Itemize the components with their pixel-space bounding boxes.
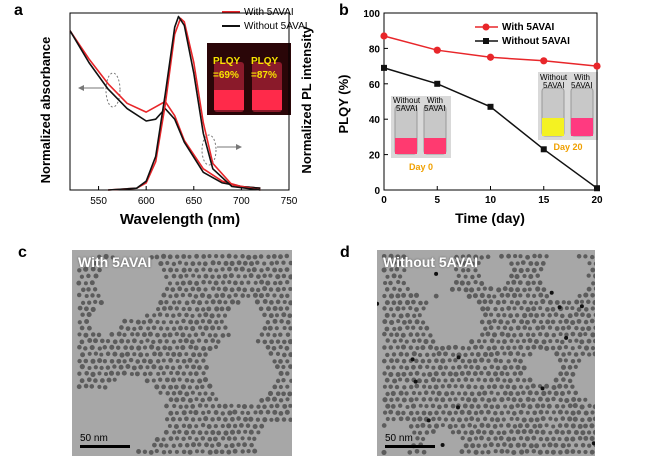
- tem-image-without-5avai: Without 5AVAI 50 nm: [377, 250, 595, 456]
- chart-b-y-label: PLQY (%): [336, 75, 351, 134]
- chart-a-series-pl-3: [108, 15, 261, 191]
- chart-b-point-0-4: [593, 62, 601, 70]
- chart-b-ytick-label-1: 20: [369, 151, 381, 162]
- chart-b-day20-left-2: 5AVAI: [543, 81, 565, 90]
- chart-a-xtick-label-4: 750: [281, 196, 298, 207]
- tem-c-label: With 5AVAI: [78, 254, 152, 270]
- tem-d-label: Without 5AVAI: [383, 254, 479, 270]
- panel-a-letter: a: [14, 2, 23, 19]
- tem-d-scalebar: 50 nm: [385, 433, 435, 448]
- chart-b-day20-right-1: With: [574, 73, 590, 82]
- panel-c-letter: c: [18, 244, 27, 261]
- chart-b-point-1-1: [434, 80, 441, 87]
- chart-b-point-0-0: [380, 32, 388, 40]
- chart-b-day0-caption: Day 0: [409, 162, 433, 172]
- chart-a-pl-marker: [201, 134, 217, 166]
- chart-a-xtick-label-0: 550: [90, 196, 107, 207]
- chart-b-xtick-label-2: 10: [485, 195, 497, 206]
- chart-b-point-1-4: [594, 185, 600, 192]
- chart-b-ytick-label-4: 80: [369, 44, 381, 55]
- chart-b-point-1-2: [487, 103, 494, 110]
- chart-b-day0-right-2: 5AVAI: [424, 104, 446, 113]
- tem-d-scale-text: 50 nm: [385, 433, 413, 444]
- chart-a-absorbance-marker: [105, 72, 121, 108]
- chart-a-xtick-label-3: 700: [233, 196, 250, 207]
- tem-c-scalebar: 50 nm: [80, 433, 130, 448]
- chart-a-y-right-label: Normalized PL intensity: [299, 26, 314, 174]
- chart-b-day0-right-1: With: [427, 96, 443, 105]
- chart-a-frame: [69, 12, 290, 191]
- chart-a-inset-photo: PLQY =69% PLQY =87%: [207, 43, 291, 115]
- tem-texture: [76, 253, 292, 455]
- chart-a-inset-right-text-2: =87%: [251, 70, 277, 81]
- chart-b-xtick-label-1: 5: [434, 195, 440, 206]
- chart-b-plqy-time: PLQY (%) Time (day) Without 5AVAI With 5…: [336, 9, 603, 226]
- chart-a-xtick-label-1: 600: [138, 196, 155, 207]
- chart-b-x-label: Time (day): [455, 210, 525, 226]
- chart-a-y-left-label: Normalized absorbance: [38, 37, 53, 184]
- chart-b-day20-left-1: Without: [540, 73, 568, 82]
- chart-b-day0-left-1: Without: [393, 96, 421, 105]
- panel-b-letter: b: [339, 2, 349, 19]
- chart-b-ytick-label-3: 60: [369, 80, 381, 91]
- chart-b-point-0-3: [540, 57, 548, 65]
- chart-a-inset-left-text-2: =69%: [213, 70, 239, 81]
- chart-a-absorbance-pl: Normalized absorbance Normalized PL inte…: [38, 7, 314, 228]
- tem-image-with-5avai: With 5AVAI 50 nm: [72, 250, 292, 456]
- chart-a-xtick-label-2: 650: [185, 196, 202, 207]
- chart-a-legend-2: Without 5AVAI: [244, 21, 308, 32]
- chart-a-inset-left-text-1: PLQY: [213, 56, 241, 67]
- tem-c-scale-text: 50 nm: [80, 433, 108, 444]
- chart-b-day0-left-2: 5AVAI: [396, 104, 418, 113]
- chart-b-day20-caption: Day 20: [553, 142, 582, 152]
- chart-b-xtick-label-3: 15: [538, 195, 550, 206]
- chart-b-point-0-1: [433, 46, 441, 54]
- chart-b-point-1-3: [540, 146, 547, 153]
- chart-b-inset-day0: Without 5AVAI With 5AVAI Day 0: [391, 96, 451, 172]
- chart-b-legend-2: Without 5AVAI: [502, 36, 570, 47]
- chart-b-ytick-label-2: 40: [369, 115, 381, 126]
- chart-b-ytick-label-5: 100: [363, 9, 380, 20]
- chart-b-xtick-label-0: 0: [381, 195, 387, 206]
- chart-b-xtick-label-4: 20: [591, 195, 603, 206]
- panel-d-letter: d: [340, 244, 350, 261]
- chart-a-x-label: Wavelength (nm): [120, 211, 240, 228]
- chart-a-inset-right-text-1: PLQY: [251, 56, 279, 67]
- chart-b-point-1-0: [381, 64, 387, 71]
- tem-texture: [377, 253, 595, 456]
- chart-b-day20-right-2: 5AVAI: [571, 81, 593, 90]
- chart-b-legend-1: With 5AVAI: [502, 22, 555, 33]
- chart-b-ytick-label-0: 0: [374, 186, 380, 197]
- chart-b-point-0-2: [486, 53, 495, 61]
- chart-b-inset-day20: Without 5AVAI With 5AVAI Day 20: [538, 72, 598, 152]
